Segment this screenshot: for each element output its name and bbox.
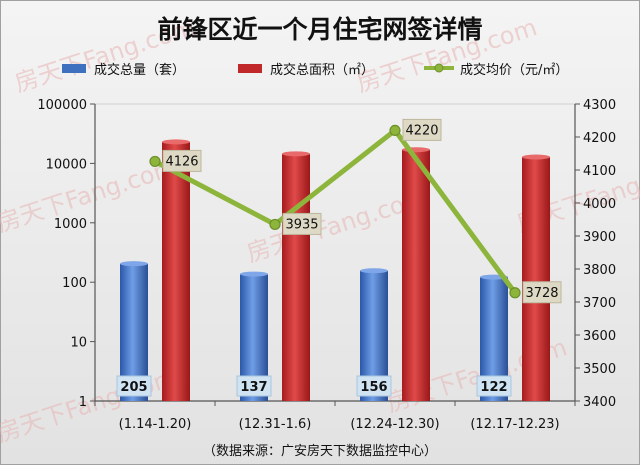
- price-label: 4126: [165, 154, 198, 169]
- right-tick-label: 3900: [583, 230, 616, 245]
- price-label: 4220: [405, 123, 438, 138]
- price-label-box: [402, 118, 442, 141]
- bar: [402, 149, 430, 401]
- price-line: 4126 3935 4220 3728: [149, 118, 562, 304]
- count-label: 156: [360, 380, 387, 395]
- count-label-box: [356, 375, 392, 397]
- right-axis: 3400 3500 3600 3700 3800 3900 4000 4100 4200 4300: [575, 98, 616, 410]
- legend-swatch: [62, 64, 86, 73]
- price-point: [389, 124, 401, 136]
- left-tick-label: 100: [62, 276, 87, 291]
- price-label: 3935: [285, 217, 318, 232]
- price-label-box: [282, 212, 322, 235]
- left-tick-label: 1: [79, 395, 87, 410]
- x-tick-label: (12.24-12.30): [350, 417, 439, 432]
- count-labels: 205 137 156 122: [116, 375, 512, 397]
- right-tick-label: 3700: [583, 296, 616, 311]
- price-point: [509, 287, 521, 299]
- left-tick-label: 10: [70, 336, 87, 351]
- x-axis: (1.14-1.20) (12.31-1.6) (12.24-12.30) (12.1…: [94, 401, 576, 432]
- count-label: 122: [480, 380, 507, 395]
- price-point: [149, 155, 161, 168]
- x-tick-label: (12.31-1.6): [239, 417, 312, 432]
- right-tick-label: 3400: [583, 395, 616, 410]
- bar: [282, 153, 310, 401]
- legend-swatch: [238, 64, 262, 73]
- count-label-box: [116, 375, 152, 397]
- x-tick-label: (12.17-12.23): [470, 417, 559, 432]
- count-label: 205: [120, 380, 147, 395]
- price-label: 3728: [525, 286, 558, 301]
- left-axis: 1 10 100 1000 10000 100000: [37, 98, 95, 410]
- left-tick-label: 10000: [46, 157, 87, 172]
- left-tick-label: 100000: [37, 98, 87, 113]
- legend-label: 成交总面积（㎡）: [270, 62, 374, 78]
- right-tick-label: 3600: [583, 329, 616, 344]
- chart-title: 前锋区近一个月住宅网签详情: [157, 15, 482, 44]
- bar: [162, 141, 190, 401]
- right-tick-label: 4200: [583, 131, 616, 146]
- x-tick-label: (1.14-1.20): [119, 417, 192, 432]
- source-note: （数据来源：广安房天下数据监控中心）: [203, 443, 437, 459]
- right-tick-label: 4300: [583, 98, 616, 113]
- right-tick-label: 3500: [583, 362, 616, 377]
- right-tick-label: 3800: [583, 263, 616, 278]
- bar-cap: [360, 268, 388, 274]
- bar: [522, 157, 550, 401]
- bar-cap: [282, 151, 310, 157]
- bar-cap: [240, 271, 268, 277]
- count-label-box: [476, 375, 512, 397]
- right-tick-label: 4100: [583, 164, 616, 179]
- legend-label: 成交总量（套）: [94, 62, 185, 78]
- left-tick-label: 1000: [54, 217, 87, 232]
- price-point: [269, 218, 281, 231]
- legend-label: 成交均价（元/㎡）: [460, 62, 568, 78]
- count-label: 137: [240, 380, 267, 395]
- price-series-line: [153, 127, 518, 295]
- right-tick-label: 4000: [583, 197, 616, 212]
- legend-marker: [434, 63, 444, 73]
- price-label-box: [522, 281, 562, 304]
- price-label-box: [162, 149, 202, 172]
- bar-cap: [522, 154, 550, 160]
- legend: 成交总量（套） 成交总面积（㎡） 成交均价（元/㎡）: [62, 62, 568, 78]
- bar-cap: [120, 261, 148, 267]
- bar-cap: [162, 139, 190, 145]
- count-label-box: [236, 375, 272, 397]
